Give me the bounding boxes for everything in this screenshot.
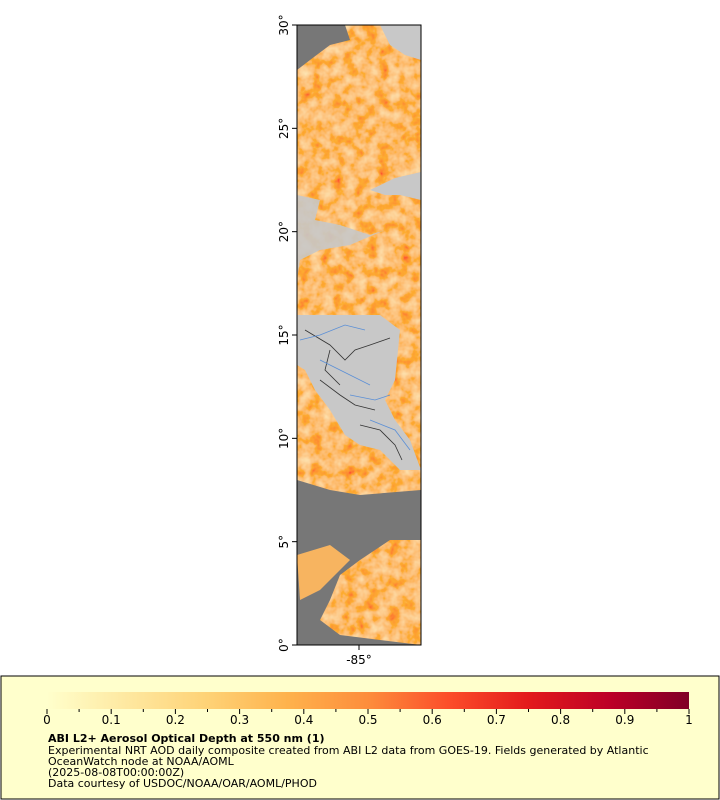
- colorbar-tick-label: 0.3: [230, 713, 249, 727]
- land: [297, 195, 385, 280]
- colorbar-tick-label: 0.4: [294, 713, 313, 727]
- legend-line: OceanWatch node at NOAA/AOML: [48, 755, 235, 768]
- colorbar-tick-label: 0.5: [358, 713, 377, 727]
- legend-line: Experimental NRT AOD daily composite cre…: [48, 744, 649, 757]
- land: [370, 172, 421, 200]
- colorbar-tick-label: 0.9: [615, 713, 634, 727]
- colorbar-tick-label: 0.1: [102, 713, 121, 727]
- land: [297, 315, 421, 470]
- colorbar-tick-label: 0.6: [423, 713, 442, 727]
- border: [304, 329, 403, 461]
- y-tick-label: 15°: [277, 324, 291, 345]
- map-area: [297, 25, 421, 645]
- y-tick-label: 10°: [277, 428, 291, 449]
- land: [380, 25, 421, 60]
- y-tick-label: 20°: [277, 221, 291, 242]
- legend-title: ABI L2+ Aerosol Optical Depth at 550 nm …: [48, 732, 325, 745]
- y-tick-label: 25°: [277, 118, 291, 139]
- colorbar-tick-label: 0.2: [166, 713, 185, 727]
- y-tick-label: 30°: [277, 14, 291, 35]
- y-tick-label: 5°: [277, 535, 291, 549]
- colorbar: [47, 692, 689, 709]
- aod-patch: [297, 545, 350, 600]
- no-data: [297, 480, 421, 645]
- river: [299, 324, 411, 451]
- legend-line: Data courtesy of USDOC/NOAA/OAR/AOML/PHO…: [48, 777, 317, 790]
- legend-line: (2025-08-08T00:00:00Z): [48, 766, 184, 779]
- y-tick-label: 0°: [277, 638, 291, 652]
- x-tick-label: -85°: [346, 653, 372, 667]
- colorbar-tick-label: 1: [685, 713, 693, 727]
- colorbar-tick-label: 0.8: [551, 713, 570, 727]
- colorbar-tick-label: 0: [43, 713, 51, 727]
- colorbar-tick-label: 0.7: [487, 713, 506, 727]
- no-data: [297, 25, 350, 70]
